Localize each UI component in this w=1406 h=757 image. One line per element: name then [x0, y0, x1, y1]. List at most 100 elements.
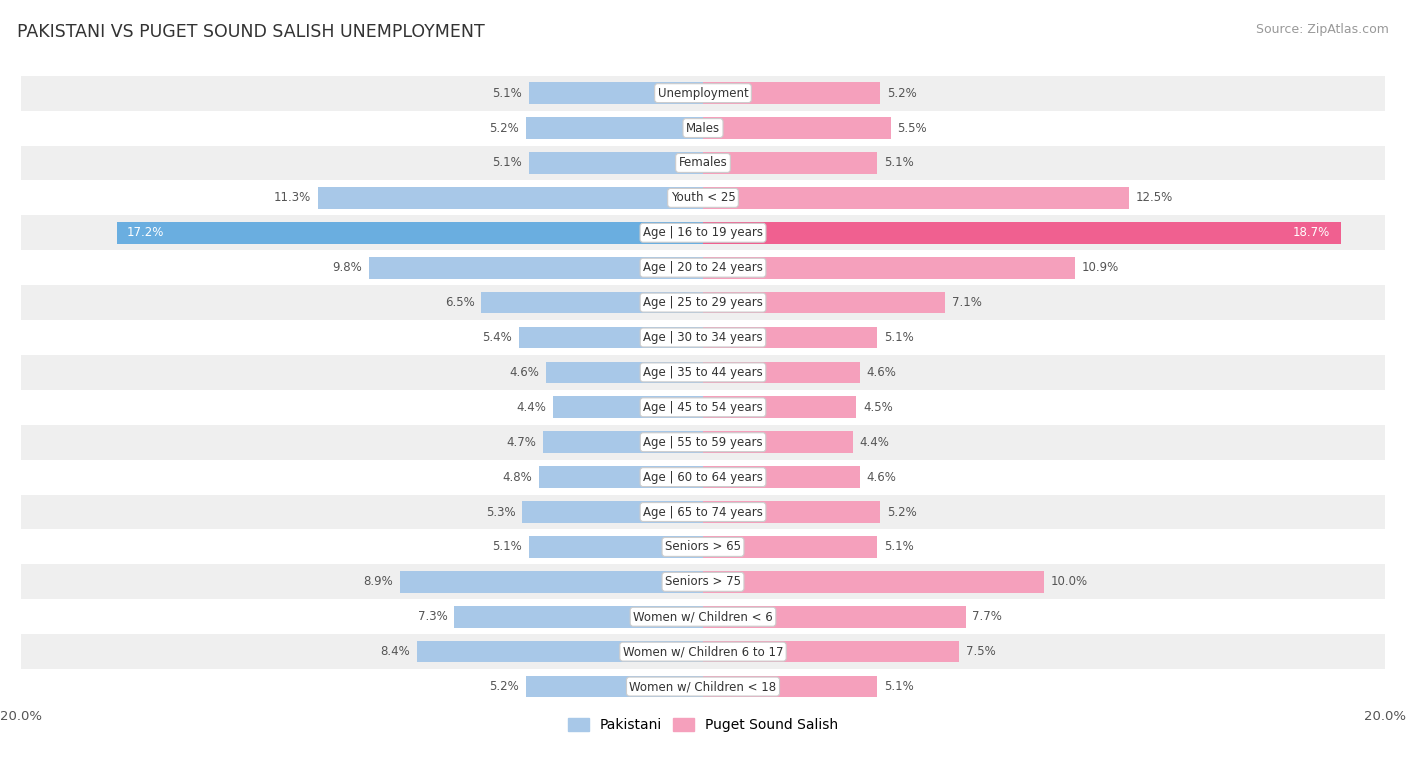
Text: 5.2%: 5.2% — [887, 86, 917, 100]
Text: 5.2%: 5.2% — [489, 122, 519, 135]
Text: 5.1%: 5.1% — [492, 86, 522, 100]
Text: PAKISTANI VS PUGET SOUND SALISH UNEMPLOYMENT: PAKISTANI VS PUGET SOUND SALISH UNEMPLOY… — [17, 23, 485, 41]
Text: Unemployment: Unemployment — [658, 86, 748, 100]
Bar — [117, 222, 703, 244]
Bar — [529, 83, 703, 104]
Bar — [703, 327, 877, 348]
Bar — [21, 494, 1385, 529]
Bar — [21, 459, 1385, 494]
Bar — [368, 257, 703, 279]
Bar — [526, 117, 703, 139]
Bar — [21, 565, 1385, 600]
Text: 18.7%: 18.7% — [1294, 226, 1330, 239]
Text: Women w/ Children 6 to 17: Women w/ Children 6 to 17 — [623, 645, 783, 658]
Bar — [21, 390, 1385, 425]
Text: Women w/ Children < 6: Women w/ Children < 6 — [633, 610, 773, 623]
Text: 4.8%: 4.8% — [503, 471, 533, 484]
Text: 5.1%: 5.1% — [884, 331, 914, 344]
Text: 4.6%: 4.6% — [509, 366, 540, 379]
Text: Females: Females — [679, 157, 727, 170]
Bar — [703, 501, 880, 523]
Bar — [454, 606, 703, 628]
Bar — [21, 669, 1385, 704]
Text: 8.9%: 8.9% — [363, 575, 392, 588]
Text: Age | 30 to 34 years: Age | 30 to 34 years — [643, 331, 763, 344]
Text: 4.6%: 4.6% — [866, 366, 897, 379]
Text: Seniors > 75: Seniors > 75 — [665, 575, 741, 588]
Bar — [21, 634, 1385, 669]
Bar — [416, 641, 703, 662]
Bar — [546, 362, 703, 383]
Bar — [703, 257, 1074, 279]
Text: 5.5%: 5.5% — [897, 122, 927, 135]
Text: Women w/ Children < 18: Women w/ Children < 18 — [630, 680, 776, 693]
Bar — [526, 676, 703, 697]
Bar — [703, 152, 877, 174]
Text: 5.1%: 5.1% — [884, 157, 914, 170]
Text: 5.1%: 5.1% — [492, 157, 522, 170]
Text: Age | 65 to 74 years: Age | 65 to 74 years — [643, 506, 763, 519]
Bar — [703, 606, 966, 628]
Text: 4.7%: 4.7% — [506, 436, 536, 449]
Bar — [21, 76, 1385, 111]
Text: 7.3%: 7.3% — [418, 610, 447, 623]
Text: 4.4%: 4.4% — [516, 400, 546, 414]
Text: 10.0%: 10.0% — [1050, 575, 1088, 588]
Text: 7.1%: 7.1% — [952, 296, 981, 309]
Bar — [543, 431, 703, 453]
Bar — [703, 117, 890, 139]
Text: Source: ZipAtlas.com: Source: ZipAtlas.com — [1256, 23, 1389, 36]
Text: Age | 20 to 24 years: Age | 20 to 24 years — [643, 261, 763, 274]
Bar — [703, 536, 877, 558]
Text: 4.6%: 4.6% — [866, 471, 897, 484]
Bar — [522, 501, 703, 523]
Text: Age | 25 to 29 years: Age | 25 to 29 years — [643, 296, 763, 309]
Text: Age | 35 to 44 years: Age | 35 to 44 years — [643, 366, 763, 379]
Bar — [703, 397, 856, 418]
Bar — [703, 431, 853, 453]
Text: Youth < 25: Youth < 25 — [671, 192, 735, 204]
Text: 7.5%: 7.5% — [966, 645, 995, 658]
Text: 4.4%: 4.4% — [860, 436, 890, 449]
Bar — [553, 397, 703, 418]
Bar — [540, 466, 703, 488]
Bar — [21, 425, 1385, 459]
Text: 9.8%: 9.8% — [332, 261, 363, 274]
Bar — [21, 145, 1385, 180]
Bar — [703, 362, 860, 383]
Text: 5.4%: 5.4% — [482, 331, 512, 344]
Text: 12.5%: 12.5% — [1136, 192, 1173, 204]
Bar — [21, 180, 1385, 215]
Bar — [519, 327, 703, 348]
Text: 5.1%: 5.1% — [492, 540, 522, 553]
Text: Seniors > 65: Seniors > 65 — [665, 540, 741, 553]
Text: 5.3%: 5.3% — [486, 506, 516, 519]
Bar — [703, 676, 877, 697]
Text: Age | 45 to 54 years: Age | 45 to 54 years — [643, 400, 763, 414]
Bar — [529, 152, 703, 174]
Bar — [481, 291, 703, 313]
Text: Males: Males — [686, 122, 720, 135]
Text: 5.2%: 5.2% — [887, 506, 917, 519]
Bar — [21, 355, 1385, 390]
Text: 17.2%: 17.2% — [127, 226, 165, 239]
Bar — [703, 466, 860, 488]
Text: 10.9%: 10.9% — [1081, 261, 1119, 274]
Text: 7.7%: 7.7% — [973, 610, 1002, 623]
Text: 4.5%: 4.5% — [863, 400, 893, 414]
Bar — [703, 83, 880, 104]
Bar — [21, 600, 1385, 634]
Bar — [21, 320, 1385, 355]
Text: 11.3%: 11.3% — [274, 192, 311, 204]
Bar — [21, 285, 1385, 320]
Bar — [703, 187, 1129, 209]
Text: 5.1%: 5.1% — [884, 540, 914, 553]
Bar — [21, 529, 1385, 565]
Text: 6.5%: 6.5% — [444, 296, 475, 309]
Text: Age | 55 to 59 years: Age | 55 to 59 years — [643, 436, 763, 449]
Legend: Pakistani, Puget Sound Salish: Pakistani, Puget Sound Salish — [562, 713, 844, 738]
Bar — [529, 536, 703, 558]
Bar — [21, 215, 1385, 251]
Bar — [399, 571, 703, 593]
Bar — [21, 251, 1385, 285]
